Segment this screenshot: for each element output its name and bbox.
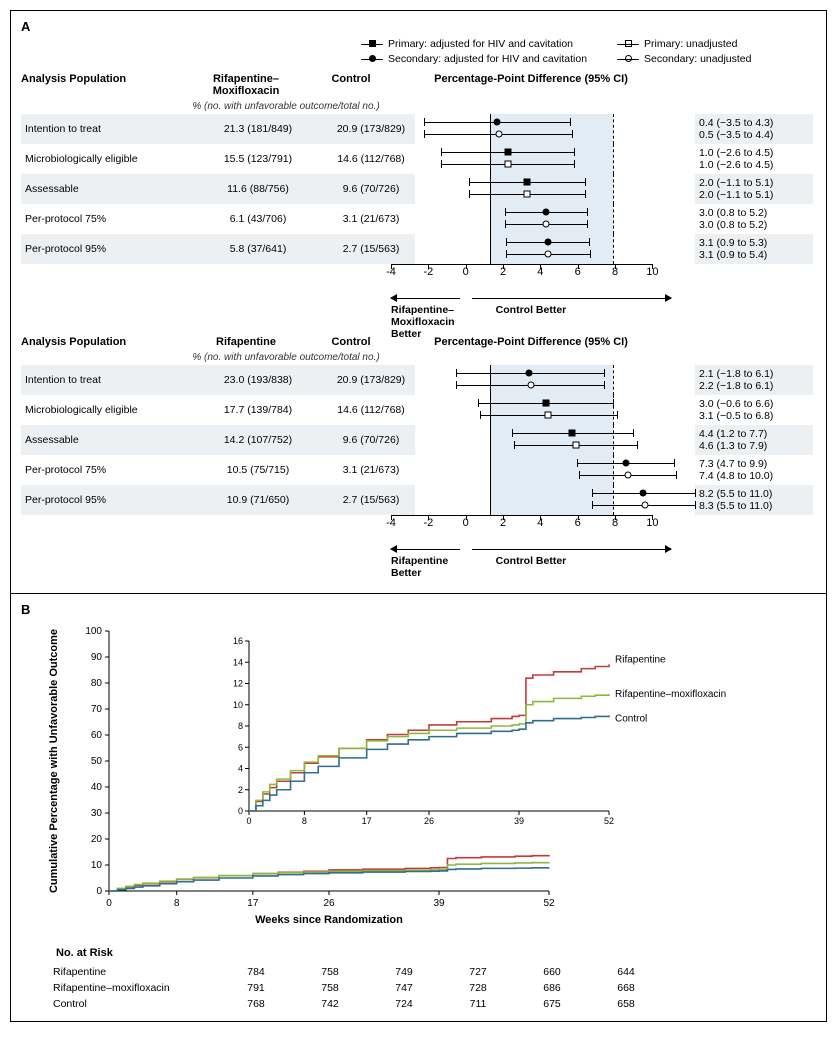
forest-marker (622, 460, 629, 467)
legend-item: Secondary: unadjusted (617, 53, 751, 65)
svg-text:Rifapentine: Rifapentine (615, 654, 666, 665)
forest-marker (544, 412, 551, 419)
svg-text:20: 20 (90, 834, 102, 845)
forest-marker (641, 502, 648, 509)
forest-marker (572, 442, 579, 449)
forest-row: Assessable14.2 (107/752)9.6 (70/726)4.4 … (21, 425, 816, 455)
legend-item: Primary: adjusted for HIV and cavitation (361, 38, 587, 50)
svg-text:Control: Control (615, 713, 647, 724)
svg-text:26: 26 (323, 898, 335, 909)
svg-text:100: 100 (85, 626, 102, 637)
forest-row: Per-protocol 75%6.1 (43/706)3.1 (21/673)… (21, 204, 816, 234)
svg-text:80: 80 (90, 678, 102, 689)
forest-row: Microbiologically eligible17.7 (139/784)… (21, 395, 816, 425)
forest-marker (505, 161, 512, 168)
forest-marker (524, 179, 531, 186)
svg-text:10: 10 (90, 860, 102, 871)
forest-marker (639, 490, 646, 497)
risk-table: Rifapentine784758749727660644Rifapentine… (51, 963, 664, 1013)
svg-text:0: 0 (246, 816, 251, 826)
svg-text:50: 50 (90, 756, 102, 767)
forest-row: Per-protocol 95%10.9 (71/650)2.7 (15/563… (21, 485, 816, 515)
svg-text:39: 39 (433, 898, 445, 909)
legend-label: Primary: unadjusted (644, 38, 737, 50)
panel-a: A Primary: adjusted for HIV and cavitati… (11, 11, 826, 594)
legend-label: Secondary: adjusted for HIV and cavitati… (388, 53, 587, 65)
svg-text:52: 52 (603, 816, 613, 826)
svg-text:4: 4 (237, 764, 242, 774)
svg-text:26: 26 (423, 816, 433, 826)
panel-a-label: A (21, 19, 816, 34)
svg-text:17: 17 (361, 816, 371, 826)
forest-row: Per-protocol 95%5.8 (37/641)2.7 (15/563)… (21, 234, 816, 264)
forest-marker (524, 191, 531, 198)
panel-b-label: B (21, 602, 816, 617)
svg-text:0: 0 (237, 806, 242, 816)
svg-text:70: 70 (90, 704, 102, 715)
forest-marker (494, 119, 501, 126)
forest-row: Assessable11.6 (88/756)9.6 (70/726)2.0 (… (21, 174, 816, 204)
svg-text:90: 90 (90, 652, 102, 663)
svg-text:17: 17 (247, 898, 259, 909)
legend-item: Secondary: adjusted for HIV and cavitati… (361, 53, 587, 65)
forest-row: Intention to treat21.3 (181/849)20.9 (17… (21, 114, 816, 144)
forest-marker (624, 472, 631, 479)
svg-text:10: 10 (232, 700, 242, 710)
forest-marker (544, 251, 551, 258)
svg-text:60: 60 (90, 730, 102, 741)
forest-marker (496, 131, 503, 138)
forest-marker (568, 430, 575, 437)
panel-b-chart: 01020304050607080901000817263952Weeks si… (39, 621, 799, 941)
legend: Primary: adjusted for HIV and cavitation… (361, 38, 816, 65)
forest-row: Intention to treat23.0 (193/838)20.9 (17… (21, 365, 816, 395)
svg-text:52: 52 (543, 898, 555, 909)
legend-item: Primary: unadjusted (617, 38, 751, 50)
forest-marker (505, 149, 512, 156)
svg-text:8: 8 (237, 721, 242, 731)
svg-text:40: 40 (90, 782, 102, 793)
svg-text:0: 0 (96, 886, 102, 897)
forest-block: Analysis PopulationRifapentineControlPer… (21, 334, 816, 575)
km-plot: 01020304050607080901000817263952Weeks si… (39, 621, 799, 941)
legend-label: Secondary: unadjusted (644, 53, 751, 65)
forest-marker (544, 239, 551, 246)
forest-row: Microbiologically eligible15.5 (123/791)… (21, 144, 816, 174)
panel-b: B 01020304050607080901000817263952Weeks … (11, 594, 826, 1021)
svg-text:Rifapentine–moxifloxacin: Rifapentine–moxifloxacin (615, 689, 726, 700)
svg-text:8: 8 (301, 816, 306, 826)
svg-text:16: 16 (232, 636, 242, 646)
svg-text:Weeks since Randomization: Weeks since Randomization (255, 914, 403, 926)
svg-text:6: 6 (237, 742, 242, 752)
svg-text:2: 2 (237, 785, 242, 795)
svg-text:30: 30 (90, 808, 102, 819)
risk-header: No. at Risk (56, 947, 816, 959)
svg-text:8: 8 (173, 898, 179, 909)
svg-text:14: 14 (232, 657, 242, 667)
forest-marker (542, 221, 549, 228)
forest-marker (542, 209, 549, 216)
svg-text:12: 12 (232, 679, 242, 689)
forest-marker (525, 370, 532, 377)
svg-text:Cumulative Percentage with Unf: Cumulative Percentage with Unfavorable O… (48, 629, 60, 893)
forest-block: Analysis PopulationRifapentine–Moxifloxa… (21, 71, 816, 324)
svg-text:39: 39 (513, 816, 523, 826)
forest-marker (527, 382, 534, 389)
legend-label: Primary: adjusted for HIV and cavitation (388, 38, 573, 50)
figure-container: A Primary: adjusted for HIV and cavitati… (10, 10, 827, 1022)
forest-marker (542, 400, 549, 407)
svg-text:0: 0 (106, 898, 112, 909)
forest-row: Per-protocol 75%10.5 (75/715)3.1 (21/673… (21, 455, 816, 485)
